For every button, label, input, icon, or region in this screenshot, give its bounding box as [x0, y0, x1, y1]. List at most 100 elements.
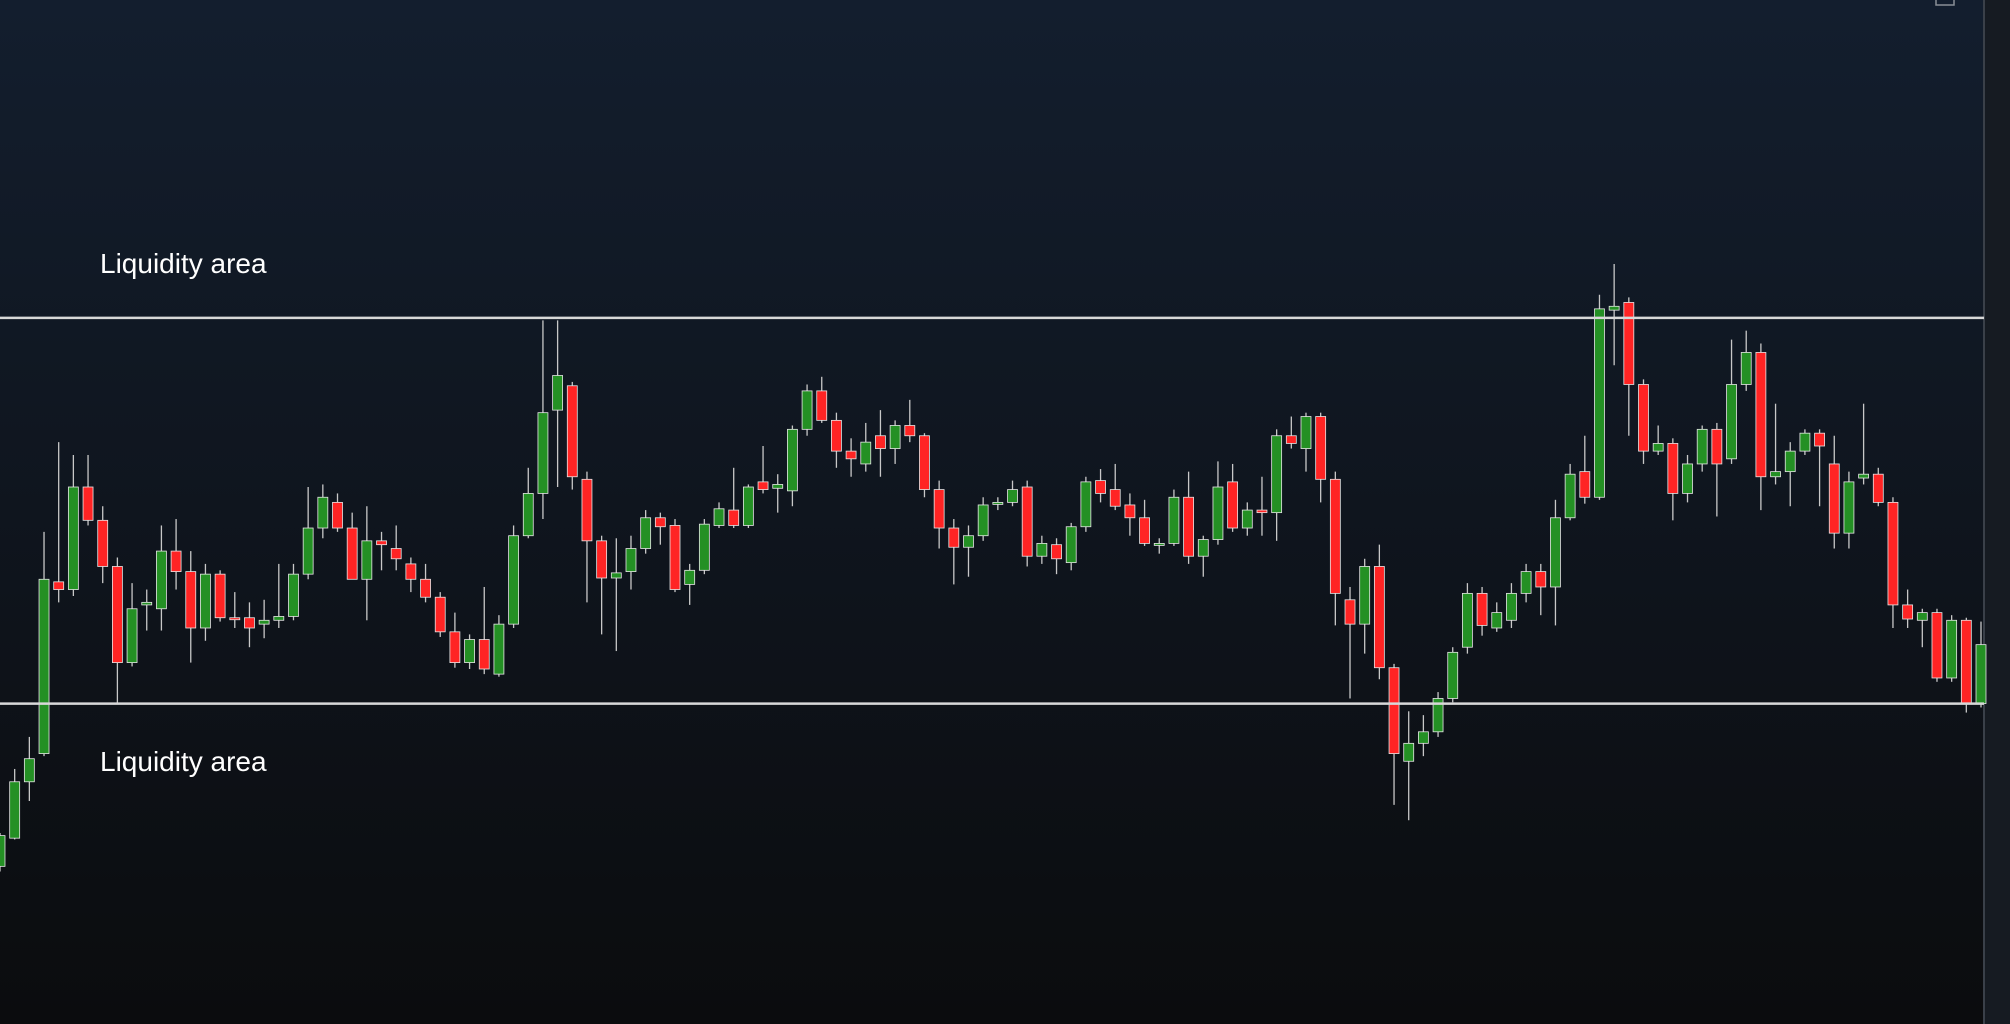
candle-body	[1300, 416, 1312, 449]
candle-body	[1271, 435, 1283, 514]
candle-body	[361, 540, 373, 580]
candle-body	[1740, 352, 1752, 385]
candle-body	[185, 571, 197, 629]
candle-body	[434, 596, 446, 633]
candle-body	[493, 623, 505, 675]
corner-icon[interactable]	[1935, 0, 1955, 6]
candle-body	[1814, 432, 1825, 447]
candle-body	[376, 540, 387, 546]
candle-body	[1417, 731, 1429, 744]
candle-body	[1359, 566, 1371, 625]
candle-body	[1080, 481, 1092, 528]
candle-body	[1432, 698, 1444, 733]
candle-body	[1843, 481, 1855, 534]
candle-body	[522, 493, 534, 537]
candle-body	[214, 573, 226, 619]
candle-body	[1344, 599, 1356, 625]
candle-body	[1579, 471, 1591, 498]
candle-body	[302, 527, 314, 575]
candle-body	[1916, 612, 1928, 621]
candle-body	[420, 578, 431, 598]
candle-body	[640, 517, 652, 549]
candle-body	[1931, 612, 1943, 679]
candle-body	[1373, 566, 1385, 669]
candle-body	[581, 478, 593, 542]
candle-body	[889, 425, 901, 449]
candle-body	[1550, 517, 1561, 588]
candle-body	[332, 501, 343, 529]
candle-body	[258, 619, 270, 625]
candle-body	[1168, 496, 1180, 544]
candle-body	[53, 581, 65, 590]
candle-body	[787, 428, 798, 492]
candle-body	[1872, 473, 1884, 503]
candle-body	[229, 617, 241, 621]
candle-body	[1506, 592, 1517, 621]
candle-body	[963, 535, 974, 548]
candle-body	[1227, 481, 1239, 529]
candle-body	[390, 548, 402, 560]
candle-body	[23, 758, 35, 783]
candle-body	[566, 385, 578, 478]
candle-body	[508, 535, 519, 625]
candle-body	[141, 601, 153, 606]
candle-body	[1520, 571, 1532, 594]
candle-body	[1285, 435, 1297, 444]
candle-body	[156, 550, 167, 610]
candle-body	[1946, 619, 1958, 679]
candle-body	[1828, 463, 1840, 534]
candle-body	[1065, 526, 1077, 564]
candle-body	[317, 496, 329, 529]
candle-body	[200, 573, 211, 629]
candle-body	[1564, 473, 1576, 519]
candle-body	[1212, 486, 1224, 540]
candle-body	[1784, 450, 1796, 473]
candle-body	[9, 781, 21, 839]
candle-body	[1051, 544, 1062, 560]
candle-body	[860, 441, 872, 465]
candle-body	[992, 501, 1004, 505]
candle-body	[1491, 612, 1503, 629]
candle-body	[1153, 542, 1165, 546]
candle-body	[1594, 308, 1605, 498]
candle-body	[816, 390, 828, 421]
candle-body	[1755, 352, 1767, 478]
candle-body	[1021, 486, 1033, 557]
candle-body	[82, 486, 94, 521]
candle-body	[1139, 517, 1150, 544]
annotation-label: Liquidity area	[100, 248, 267, 279]
candle-body	[1109, 489, 1121, 507]
candle-body	[933, 489, 945, 529]
candle-body	[1315, 416, 1327, 480]
candle-body	[1535, 571, 1547, 588]
candle-body	[919, 435, 930, 490]
candle-body	[1960, 619, 1972, 704]
candle-body	[1447, 651, 1459, 699]
candle-body	[1770, 471, 1781, 478]
candle-body	[273, 616, 285, 621]
candle-body	[1197, 539, 1209, 557]
candle-body	[288, 573, 299, 617]
candle-body	[801, 390, 813, 430]
candle-body	[1608, 305, 1620, 311]
candle-body	[1858, 473, 1869, 479]
price-scale-strip	[1984, 0, 2010, 1024]
candle-body	[1638, 384, 1649, 452]
candle-body	[244, 617, 255, 629]
candle-body	[1462, 592, 1473, 648]
candle-body	[405, 563, 417, 580]
candle-body	[346, 527, 358, 580]
candle-body	[97, 519, 109, 567]
candle-body	[654, 517, 666, 528]
candle-body	[625, 548, 637, 572]
candle-body	[1696, 428, 1708, 465]
candle-body	[1652, 443, 1664, 452]
candle-body	[126, 608, 138, 663]
candle-body	[537, 412, 549, 494]
candle-body	[1623, 302, 1635, 385]
candle-body	[38, 578, 50, 754]
candle-body	[1403, 742, 1415, 762]
